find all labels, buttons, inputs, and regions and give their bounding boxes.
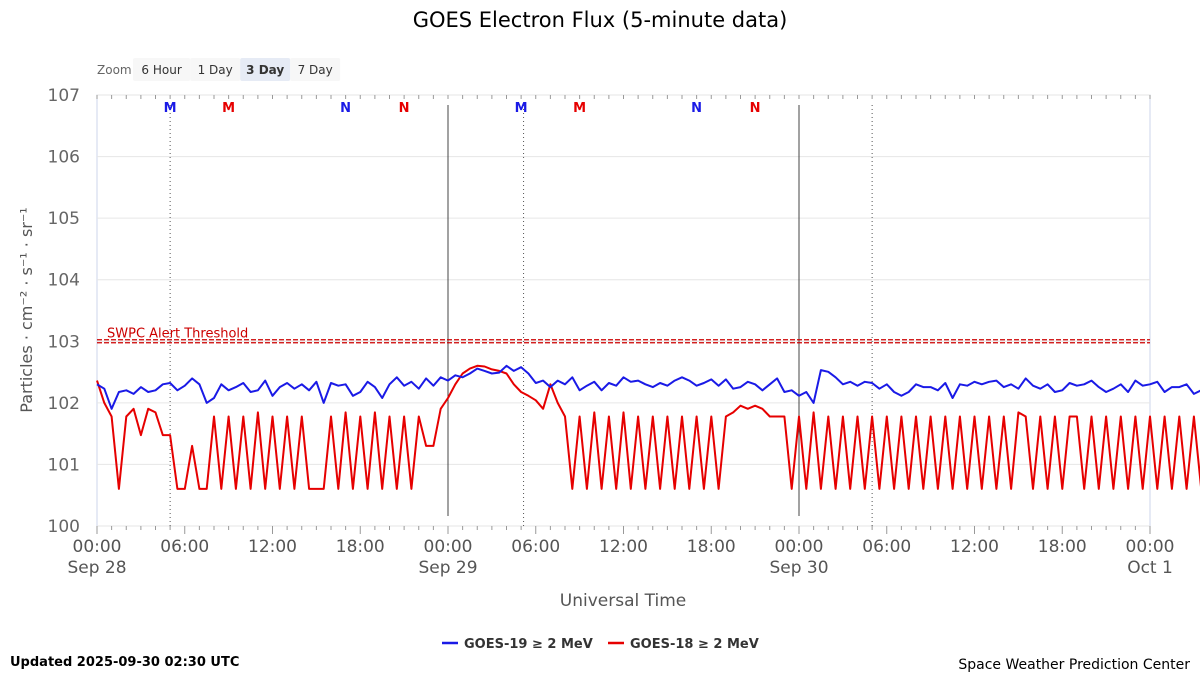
x-tick-label: 00:00: [424, 537, 473, 557]
x-date-label: Sep 30: [769, 558, 828, 578]
magnetometer-marker: N: [340, 101, 351, 116]
y-axis-label: Particles · cm⁻² · s⁻¹ · sr⁻¹: [17, 207, 36, 412]
legend-label: GOES-19 ≥ 2 MeV: [464, 637, 593, 652]
zoom-button-7-day[interactable]: 7 Day: [290, 58, 341, 81]
zoom-button-3-day[interactable]: 3 Day: [240, 58, 291, 81]
x-tick-label: 00:00: [73, 537, 122, 557]
x-date-label: Oct 1: [1127, 558, 1173, 578]
chart-title: GOES Electron Flux (5-minute data): [413, 8, 788, 32]
x-tick-label: 12:00: [599, 537, 648, 557]
legend-item-goes-18[interactable]: GOES-18 ≥ 2 MeV: [608, 637, 759, 652]
y-tick-label: 100: [48, 517, 80, 537]
x-tick-label: 00:00: [1126, 537, 1175, 557]
magnetometer-marker: M: [515, 101, 528, 116]
zoom-label: Zoom: [97, 63, 132, 77]
x-tick-label: 18:00: [336, 537, 385, 557]
x-tick-label: 00:00: [775, 537, 824, 557]
y-tick-label: 107: [48, 86, 80, 106]
zoom-button-label: 7 Day: [298, 63, 333, 77]
y-tick-label: 101: [48, 455, 80, 475]
legend-label: GOES-18 ≥ 2 MeV: [630, 637, 759, 652]
zoom-button-label: 3 Day: [246, 63, 284, 77]
updated-timestamp: Updated 2025-09-30 02:30 UTC: [10, 655, 239, 670]
y-tick-label: 106: [48, 148, 80, 168]
plot-background: [96, 94, 1151, 527]
y-tick-label: 105: [48, 209, 80, 229]
x-tick-label: 18:00: [1038, 537, 1087, 557]
x-tick-label: 06:00: [511, 537, 560, 557]
zoom-button-1-day[interactable]: 1 Day: [190, 58, 241, 81]
y-tick-label: 102: [48, 394, 80, 414]
x-date-label: Sep 29: [418, 558, 477, 578]
alert-threshold-label: SWPC Alert Threshold: [107, 326, 248, 341]
x-date-label: Sep 28: [67, 558, 126, 578]
y-tick-label: 104: [48, 271, 80, 291]
series-line-goes-18: [96, 364, 1200, 490]
y-tick-label: 103: [48, 332, 80, 352]
magnetometer-marker: N: [750, 101, 761, 116]
magnetometer-marker: N: [399, 101, 410, 116]
x-tick-label: 12:00: [248, 537, 297, 557]
zoom-button-6-hour[interactable]: 6 Hour: [133, 58, 191, 81]
magnetometer-marker: M: [573, 101, 586, 116]
magnetometer-marker: M: [164, 101, 177, 116]
legend-item-goes-19[interactable]: GOES-19 ≥ 2 MeV: [442, 637, 593, 652]
x-tick-label: 06:00: [160, 537, 209, 557]
x-tick-label: 12:00: [950, 537, 999, 557]
x-axis-label: Universal Time: [560, 591, 686, 611]
magnetometer-marker: M: [222, 101, 235, 116]
zoom-button-label: 1 Day: [198, 63, 233, 77]
credit-text: Space Weather Prediction Center: [958, 657, 1190, 673]
zoom-button-label: 6 Hour: [141, 63, 181, 77]
magnetometer-marker: N: [691, 101, 702, 116]
series-line-goes-19: [96, 364, 1200, 410]
legend: GOES-19 ≥ 2 MeV GOES-18 ≥ 2 MeV: [442, 637, 759, 652]
x-tick-label: 18:00: [687, 537, 736, 557]
x-tick-label: 06:00: [862, 537, 911, 557]
zoom-control: Zoom 6 Hour 1 Day 3 Day 7 Day: [97, 58, 341, 81]
